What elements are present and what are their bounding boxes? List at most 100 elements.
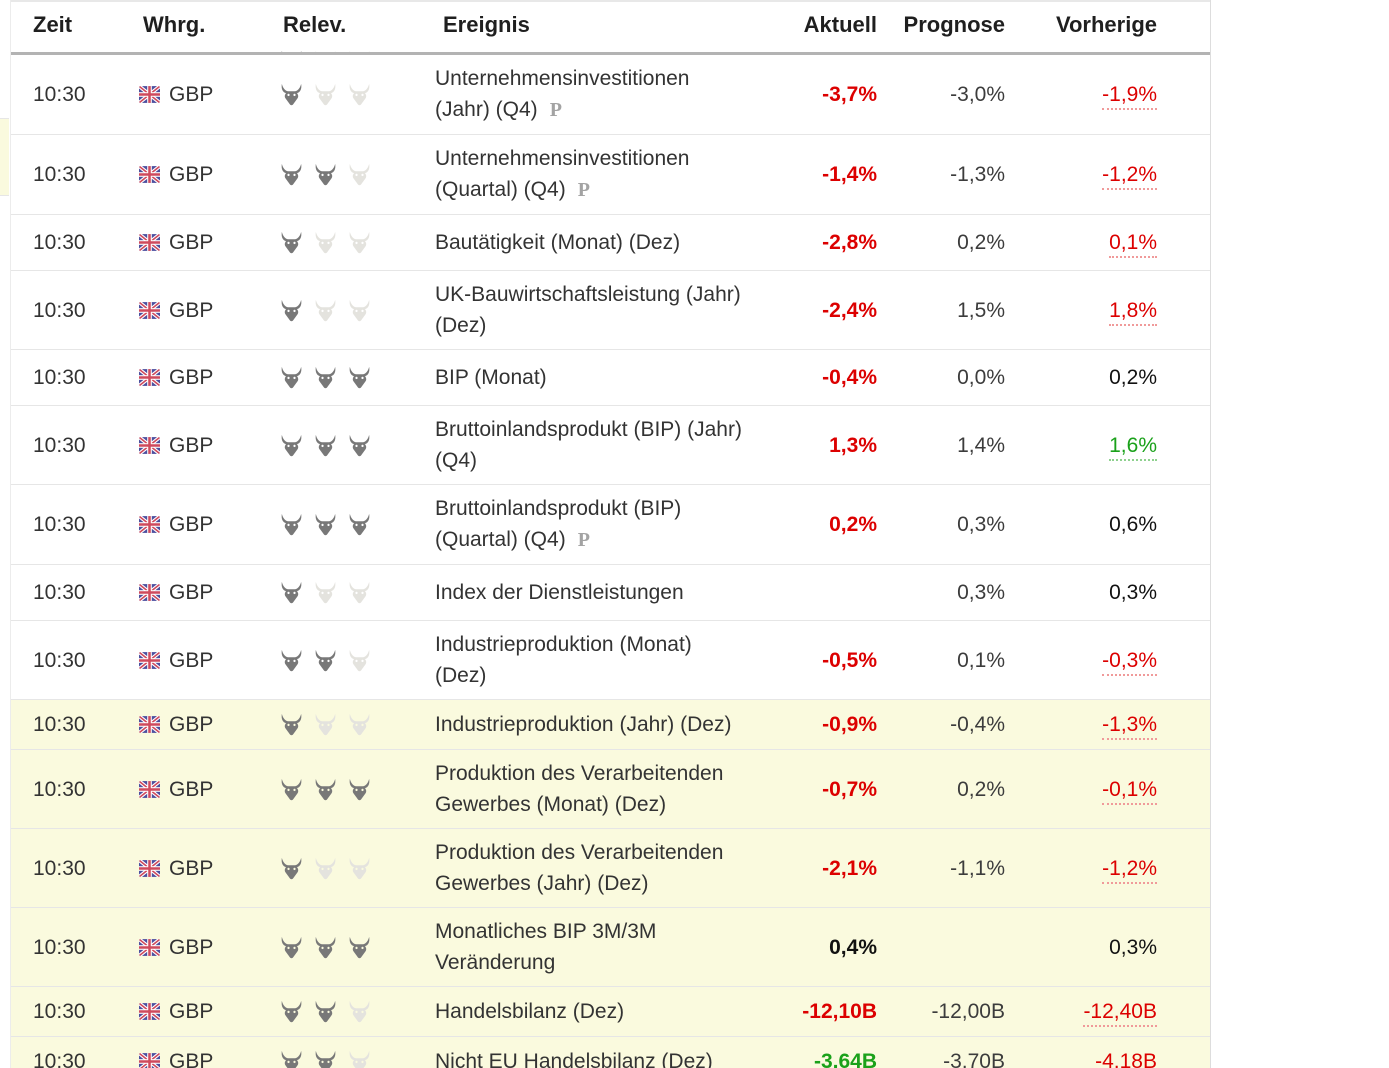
event-name[interactable]: Monatliches BIP 3M/3M Veränderung [433, 916, 789, 978]
previous-value[interactable]: 1,6% [1005, 430, 1157, 461]
previous-value[interactable]: 0,2% [1109, 366, 1157, 389]
table-row[interactable]: 10:30 GBP BIP (Monat) -0,4% 0,0% 0,2% [11, 349, 1210, 405]
event-time: 10:30 [33, 713, 86, 736]
previous-value[interactable]: 0,6% [1109, 513, 1157, 536]
table-row[interactable]: 10:30 GBP Industrieproduktion (Jahr) (De… [11, 699, 1210, 749]
table-row[interactable]: 10:30 GBP Handelsbilanz (Dez) -12,10B -1… [11, 986, 1210, 1036]
forecast-value: -1,1% [950, 856, 1005, 880]
event-time: 10:30 [33, 163, 86, 186]
previous-value[interactable]: -0,3% [1005, 645, 1157, 676]
table-row[interactable]: 10:30 GBP Produktion des Verarbeitenden G… [11, 749, 1210, 828]
preliminary-icon: P [577, 529, 590, 551]
relevance-indicator [273, 83, 433, 106]
forecast-value: -3,0% [877, 50, 1005, 52]
previous-value[interactable]: 1,8% [1005, 295, 1157, 326]
uk-flag-icon [139, 516, 160, 533]
table-row[interactable]: 10:30 GBP Industrieproduktion (Monat) (De… [11, 620, 1210, 699]
table-row[interactable]: 10:30 GBP Nicht EU Handelsbilanz (Dez) -… [11, 1036, 1210, 1068]
table-row[interactable]: 10:30 GBP Unternehmensinvestitionen (Jahr… [11, 55, 1210, 134]
previous-value[interactable]: -4,18B [1005, 1046, 1157, 1068]
bull-icon [278, 1000, 305, 1023]
table-row[interactable]: 10:30 GBP Produktion des Verarbeitenden G… [11, 828, 1210, 907]
event-name[interactable]: Produktion des Verarbeitenden Gewerbes (M… [433, 758, 789, 820]
event-name[interactable]: Bruttoinlandsprodukt (BIP) (Quartal) (Q4)… [433, 493, 789, 556]
currency-cell: GBP [133, 577, 273, 608]
bull-icon [278, 936, 305, 959]
table-row[interactable]: 10:30 GBP Bruttoinlandsprodukt (BIP) (Qua… [11, 484, 1210, 564]
currency-cell: GBP [133, 996, 273, 1027]
previous-value[interactable]: 0,3% [1109, 581, 1157, 604]
forecast-value: -12,00B [931, 1000, 1005, 1023]
event-name[interactable]: Produktion des Verarbeitenden Gewerbes (J… [433, 837, 789, 899]
bull-icon [346, 857, 373, 880]
actual-value: -0,4% [822, 366, 877, 389]
forecast-value: -3,70B [943, 1050, 1005, 1068]
previous-value[interactable]: -1,9% [1005, 79, 1157, 110]
relevance-indicator [273, 778, 433, 801]
relevance-indicator [273, 1000, 433, 1023]
bull-icon [312, 366, 339, 389]
table-row[interactable]: 10:30 GBP Unternehmensinvestitionen (Quar… [11, 134, 1210, 214]
event-name[interactable]: Unternehmensinvestitionen (Quartal) (Q4) P [433, 143, 789, 206]
bull-icon [278, 581, 305, 604]
forecast-value: 0,2% [957, 231, 1005, 254]
event-name[interactable]: Unternehmensinvestitionen (Jahr) [433, 50, 789, 52]
previous-value[interactable]: -1,2% [1005, 159, 1157, 190]
preliminary-icon: P [577, 179, 590, 201]
currency-cell: GBP [133, 430, 273, 461]
currency-label: GBP [169, 433, 214, 457]
event-text-line: Industrieproduktion (Jahr) (Dez) [435, 713, 732, 736]
previous-value[interactable]: -1,2% [1005, 853, 1157, 884]
forecast-value: 0,1% [957, 648, 1005, 672]
previous-value[interactable]: -0,1% [1005, 774, 1157, 805]
relevance-indicator [273, 581, 433, 604]
event-name[interactable]: Nicht EU Handelsbilanz (Dez) [433, 1046, 789, 1068]
event-text-line: (Dez) [435, 664, 487, 687]
currency-label: GBP [169, 231, 214, 254]
currency-cell: GBP [133, 79, 273, 110]
event-name[interactable]: Index der Dienstleistungen [433, 577, 789, 608]
table-row[interactable]: 10:30 GBP Bruttoinlandsprodukt (BIP) (Ja… [11, 405, 1210, 484]
previous-value[interactable]: 0,1% [1005, 227, 1157, 258]
bull-icon [278, 83, 305, 106]
preliminary-icon: P [549, 99, 562, 121]
relevance-indicator [273, 366, 433, 389]
previous-value[interactable]: -1,9% [1005, 50, 1157, 52]
clipped-table-row[interactable]: 10:30 GBP Unternehmensinvestitionen (Jah… [11, 41, 1210, 52]
bull-icon [278, 649, 305, 672]
event-name[interactable]: Bautätigkeit (Monat) (Dez) [433, 227, 789, 258]
event-name[interactable]: Unternehmensinvestitionen (Jahr) (Q4) P [433, 63, 789, 126]
table-row[interactable]: 10:30 GBP Index der Dienstleistungen 0,3… [11, 564, 1210, 620]
relevance-indicator [273, 649, 433, 672]
actual-value: -0,7% [822, 777, 877, 801]
event-name[interactable]: Industrieproduktion (Monat) (Dez) [433, 629, 789, 691]
bull-icon [346, 50, 373, 52]
table-row[interactable]: 10:30 GBP UK-Bauwirtschaftsleistung (Jah… [11, 270, 1210, 349]
event-time: 10:30 [33, 366, 86, 389]
previous-value[interactable]: 0,3% [1109, 935, 1157, 959]
event-text-line: Produktion des Verarbeitenden [435, 762, 724, 785]
event-name[interactable]: Bruttoinlandsprodukt (BIP) (Jahr) (Q4) [433, 414, 789, 476]
event-text-line: Unternehmensinvestitionen (Jahr) [435, 50, 789, 52]
bull-icon [278, 163, 305, 186]
event-text-line: Bautätigkeit (Monat) (Dez) [435, 231, 681, 254]
currency-cell: GBP [133, 853, 273, 884]
table-row[interactable]: 10:30 GBP Bautätigkeit (Monat) (Dez) -2,… [11, 214, 1210, 270]
event-time: 10:30 [33, 648, 86, 672]
table-row[interactable]: 10:30 GBP Monatliches BIP 3M/3M Veränderu… [11, 907, 1210, 986]
event-text-line: Unternehmensinvestitionen [435, 67, 690, 90]
bull-icon [278, 366, 305, 389]
table-header: Zeit Whrg. Relev. Ereignis Aktuell Progn… [11, 0, 1210, 55]
previous-value[interactable]: -1,3% [1005, 709, 1157, 740]
bull-icon [312, 50, 339, 52]
event-text-line: Nicht EU Handelsbilanz (Dez) [435, 1050, 713, 1068]
event-name[interactable]: Industrieproduktion (Jahr) (Dez) [433, 709, 789, 740]
previous-value[interactable]: -12,40B [1005, 996, 1157, 1027]
event-name[interactable]: Handelsbilanz (Dez) [433, 996, 789, 1027]
column-header-aktuell: Aktuell [803, 12, 877, 37]
event-name[interactable]: UK-Bauwirtschaftsleistung (Jahr) (Dez) [433, 279, 789, 341]
uk-flag-icon [139, 584, 160, 601]
column-header-zeit: Zeit [33, 12, 73, 37]
event-name[interactable]: BIP (Monat) [433, 362, 789, 393]
event-text-line: Produktion des Verarbeitenden [435, 841, 724, 864]
